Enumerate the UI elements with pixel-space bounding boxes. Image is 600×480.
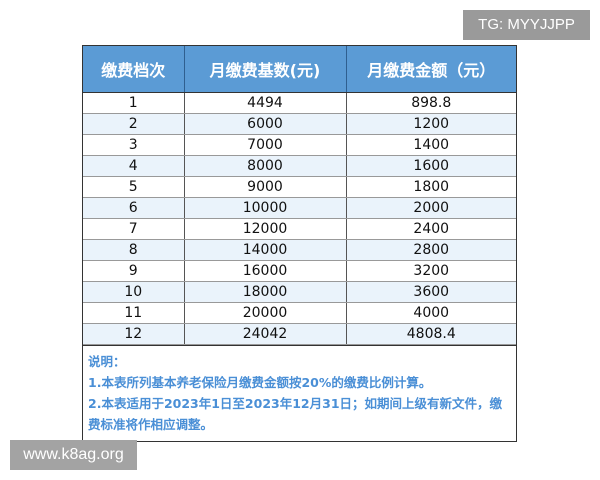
cell-amount: 2400 [346,218,516,240]
cell-amount: 1800 [346,176,516,198]
cell-tier: 8 [83,239,185,261]
cell-base: 16000 [184,260,347,282]
table-row: 3 7000 1400 [83,134,516,156]
cell-base: 4494 [184,92,347,114]
cell-tier: 4 [83,155,185,177]
contribution-table: 缴费档次 月缴费基数(元) 月缴费金额（元） 1 4494 898.8 2 6000 12… [82,45,517,442]
header-base: 月缴费基数(元) [184,46,347,93]
cell-amount: 4808.4 [346,323,516,345]
cell-base: 7000 [184,134,347,156]
cell-amount: 3600 [346,281,516,303]
cell-base: 24042 [184,323,347,345]
table-row: 6 10000 2000 [83,197,516,219]
cell-base: 12000 [184,218,347,240]
table-row: 4 8000 1600 [83,155,516,177]
cell-base: 18000 [184,281,347,303]
header-amount: 月缴费金额（元） [346,46,516,93]
notes-title: 说明： [88,354,126,369]
cell-tier: 10 [83,281,185,303]
cell-amount: 2000 [346,197,516,219]
watermark-bottom: www.k8ag.org [10,440,137,470]
cell-tier: 12 [83,323,185,345]
cell-base: 14000 [184,239,347,261]
cell-base: 8000 [184,155,347,177]
table-row: 9 16000 3200 [83,260,516,282]
note-line: 2.本表适用于2023年1日至2023年12月31日；如期间上级有新文件，缴费标… [88,396,503,432]
cell-tier: 9 [83,260,185,282]
cell-tier: 6 [83,197,185,219]
cell-base: 6000 [184,113,347,135]
cell-tier: 7 [83,218,185,240]
cell-amount: 898.8 [346,92,516,114]
table-row: 8 14000 2800 [83,239,516,261]
table-row: 11 20000 4000 [83,302,516,324]
cell-amount: 2800 [346,239,516,261]
table-row: 5 9000 1800 [83,176,516,198]
cell-base: 20000 [184,302,347,324]
table-row: 12 24042 4808.4 [83,323,516,345]
cell-amount: 1200 [346,113,516,135]
cell-tier: 2 [83,113,185,135]
notes: 说明： 1.本表所列基本养老保险月缴费金额按20%的缴费比例计算。 2.本表适用… [83,345,516,441]
cell-amount: 3200 [346,260,516,282]
table-header: 缴费档次 月缴费基数(元) 月缴费金额（元） [83,46,516,93]
cell-base: 10000 [184,197,347,219]
cell-amount: 1600 [346,155,516,177]
cell-tier: 5 [83,176,185,198]
cell-amount: 4000 [346,302,516,324]
cell-tier: 3 [83,134,185,156]
watermark-top: TG: MYYJJPP [463,10,590,40]
note-line: 1.本表所列基本养老保险月缴费金额按20%的缴费比例计算。 [88,375,432,390]
cell-tier: 1 [83,92,185,114]
table-row: 10 18000 3600 [83,281,516,303]
table-row: 7 12000 2400 [83,218,516,240]
header-tier: 缴费档次 [83,46,185,93]
cell-tier: 11 [83,302,185,324]
cell-amount: 1400 [346,134,516,156]
cell-base: 9000 [184,176,347,198]
table-row: 1 4494 898.8 [83,92,516,114]
table-row: 2 6000 1200 [83,113,516,135]
